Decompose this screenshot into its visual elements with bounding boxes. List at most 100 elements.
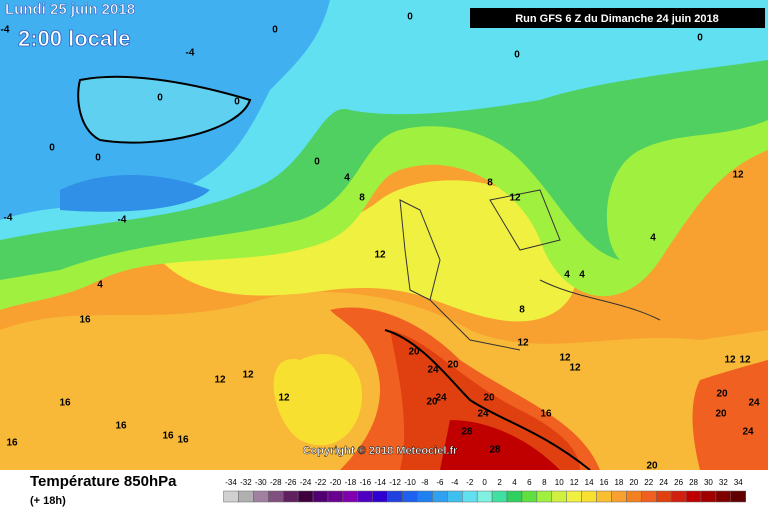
contour-label: 8 [487, 178, 493, 189]
scale-label: -8 [421, 478, 429, 487]
scale-label: -34 [225, 478, 237, 487]
contour-label: 12 [509, 193, 521, 204]
date-label: Lundi 25 juin 2018 [5, 1, 135, 18]
contour-label: 20 [447, 360, 459, 371]
contour-label: 24 [435, 393, 447, 404]
field-red-east [692, 360, 768, 470]
scale-swatch [670, 490, 687, 503]
scale-swatch [491, 490, 508, 503]
contour-label: 0 [407, 12, 413, 23]
contour-label: 4 [564, 270, 570, 281]
scale-label: -22 [315, 478, 327, 487]
scale-label: 18 [614, 478, 623, 487]
scale-label: 4 [512, 478, 517, 487]
contour-label: 12 [732, 170, 744, 181]
scale-swatch [536, 490, 553, 503]
scale-swatch [223, 490, 239, 503]
scale-swatch [238, 490, 254, 503]
scale-label: 32 [719, 478, 728, 487]
contour-label: 16 [540, 409, 552, 420]
scale-swatch [566, 490, 582, 503]
contour-label: 20 [716, 389, 728, 400]
contour-label: 8 [519, 305, 525, 316]
contour-label: 0 [314, 157, 320, 168]
scale-swatch [447, 490, 463, 503]
contour-label: 24 [427, 365, 439, 376]
scale-swatch [506, 490, 523, 503]
contour-label: 12 [242, 370, 254, 381]
contour-label: 12 [214, 375, 226, 386]
contour-label: 28 [461, 427, 473, 438]
contour-label: 0 [157, 93, 163, 104]
scale-label: -10 [404, 478, 416, 487]
scale-swatch [342, 490, 359, 503]
scale-swatch [312, 490, 329, 503]
contour-label: 12 [374, 250, 386, 261]
scale-label: -32 [240, 478, 252, 487]
scale-label: -18 [345, 478, 357, 487]
scale-swatch [655, 490, 672, 503]
run-bg [470, 8, 765, 28]
contour-label: 24 [748, 398, 760, 409]
copyright: Copyright © 2018 Meteociel.fr [303, 445, 459, 457]
scale-swatch [462, 490, 478, 503]
scale-swatch [327, 490, 344, 503]
scale-swatch [521, 490, 538, 503]
contour-label: 12 [559, 353, 571, 364]
scale-label: -28 [270, 478, 282, 487]
scale-swatch [297, 490, 314, 503]
contour-label: -4 [1, 25, 10, 36]
scale-label: -26 [285, 478, 297, 487]
scale-label: 26 [674, 478, 683, 487]
contour-label: 0 [49, 143, 55, 154]
run-label: Run GFS 6 Z du Dimanche 24 juin 2018 [515, 13, 719, 25]
contour-label: 20 [646, 461, 658, 472]
coastlines [399, 189, 661, 351]
contour-label: 4 [579, 270, 585, 281]
scale-label: -24 [300, 478, 312, 487]
scale-swatch [268, 490, 284, 503]
scale-swatch [432, 490, 448, 503]
scale-label: 14 [585, 478, 594, 487]
scale-label: 2 [497, 478, 502, 487]
scale-label: 10 [555, 478, 564, 487]
field-deep-red [440, 420, 560, 470]
footer-subtitle: (+ 18h) [30, 495, 66, 507]
scale-swatch [596, 490, 612, 503]
contour-label: 12 [517, 338, 529, 349]
contour-label: 12 [739, 355, 751, 366]
scale-swatch [402, 490, 418, 503]
scale-label: 16 [600, 478, 609, 487]
scale-swatch [387, 490, 403, 503]
scale-swatch [551, 490, 567, 503]
contour-label: 20 [483, 393, 495, 404]
contour-label: 16 [59, 398, 71, 409]
scale-swatch [282, 490, 299, 503]
scale-swatch [641, 490, 657, 503]
scale-swatch [417, 490, 433, 503]
contour-label: 4 [97, 280, 103, 291]
scale-swatch [715, 490, 732, 503]
isotherm-20 [384, 329, 591, 471]
contour-label: -4 [4, 213, 13, 224]
scale-swatch [700, 490, 717, 503]
field-pale-yellow [273, 354, 362, 446]
scale-label: -30 [255, 478, 267, 487]
contour-label: 12 [278, 393, 290, 404]
footer-title: Température 850hPa [30, 473, 177, 490]
scale-label: 24 [659, 478, 668, 487]
contour-label: 0 [95, 153, 101, 164]
map-field [0, 0, 768, 471]
time-label: 2:00 locale [18, 26, 131, 51]
contour-label: 20 [408, 347, 420, 358]
contour-label: 28 [489, 445, 501, 456]
contour-label: 16 [79, 315, 91, 326]
contour-label: 16 [6, 438, 18, 449]
scale-label: -2 [466, 478, 474, 487]
scale-swatch [357, 490, 373, 503]
contour-label: 16 [162, 431, 174, 442]
contour-label: 4 [650, 233, 656, 244]
contour-label: 16 [115, 421, 127, 432]
